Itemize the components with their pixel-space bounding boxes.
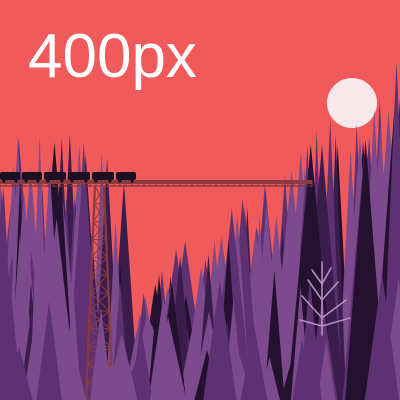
trestle-tower (84, 185, 115, 400)
bare-tree (299, 261, 351, 336)
size-label: 400px (28, 22, 197, 91)
train (0, 172, 136, 183)
moon (327, 78, 377, 128)
bridge (0, 180, 313, 187)
front-forest (0, 270, 400, 400)
